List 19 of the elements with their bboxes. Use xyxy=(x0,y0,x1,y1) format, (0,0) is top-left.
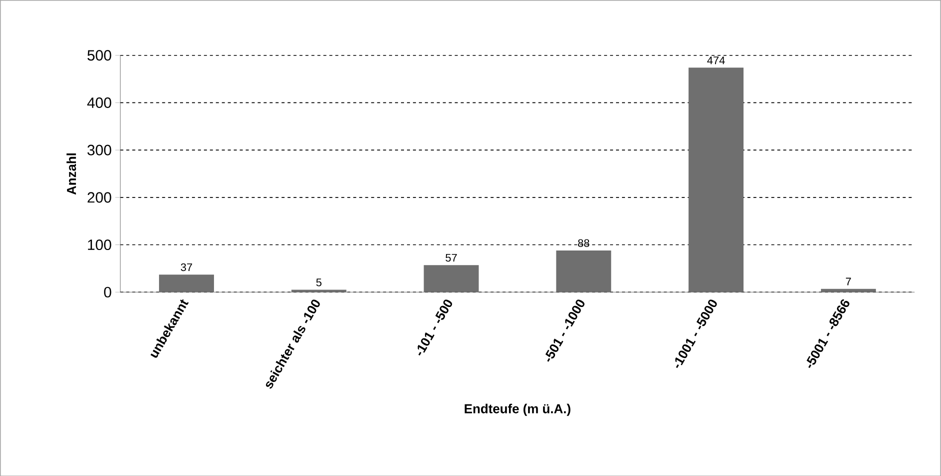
y-tick-label: 200 xyxy=(88,192,112,203)
data-label: 57 xyxy=(446,254,457,262)
data-label: 37 xyxy=(180,263,192,271)
bar xyxy=(424,264,479,292)
bar xyxy=(820,288,876,292)
bar xyxy=(688,67,744,292)
data-label: 474 xyxy=(707,56,725,64)
y-tick-label: 0 xyxy=(104,286,112,298)
data-label: 88 xyxy=(578,239,590,247)
y-tick-label: 500 xyxy=(87,50,112,60)
y-tick-label: 100 xyxy=(88,239,112,250)
y-axis-title: Anzahl xyxy=(66,153,76,194)
x-axis-title: Endteufe (m ü.A.) xyxy=(464,404,570,416)
data-label: 7 xyxy=(846,278,851,286)
bar xyxy=(556,250,612,292)
bar xyxy=(159,274,214,292)
data-label: 5 xyxy=(316,278,322,286)
y-tick-label: 400 xyxy=(87,97,112,108)
y-tick-label: 300 xyxy=(87,144,112,156)
